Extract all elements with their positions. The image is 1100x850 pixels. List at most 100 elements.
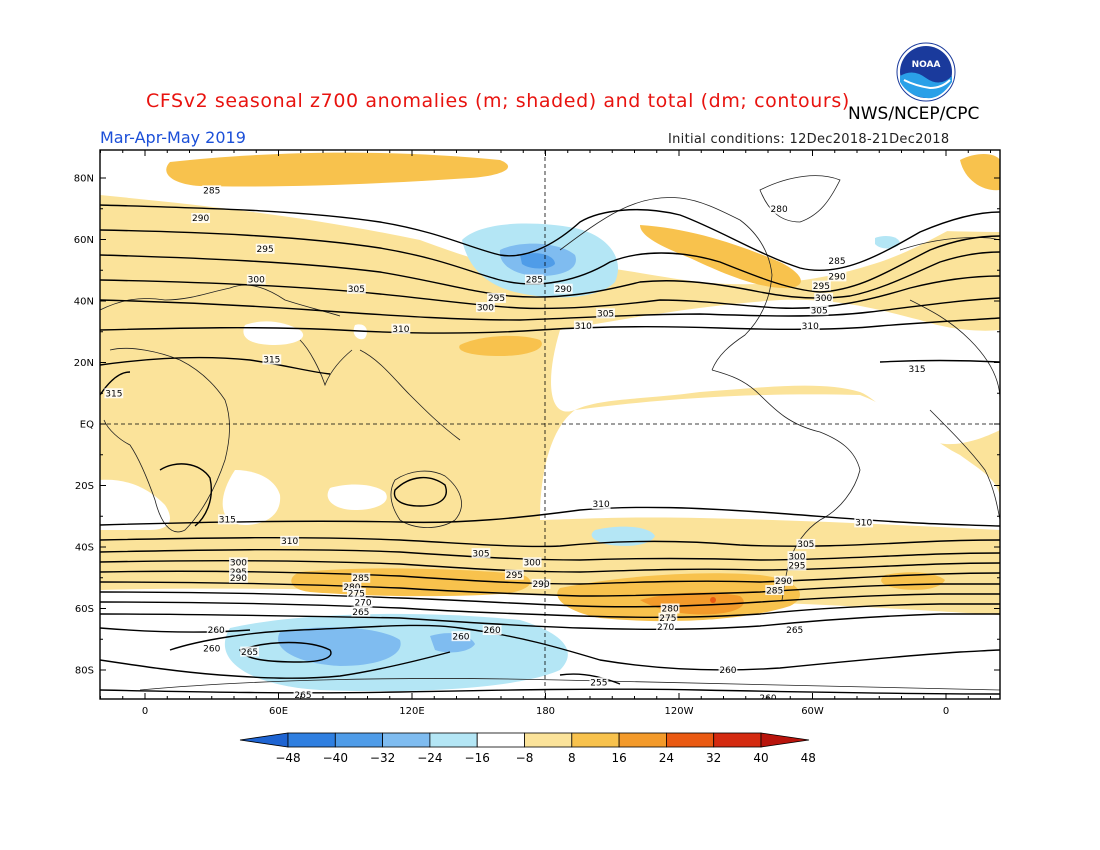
contour-label: 280: [662, 605, 679, 615]
contour-label-bg: [812, 280, 831, 291]
colorbar-tick-label: −24: [417, 751, 442, 765]
longitude-label: 180: [536, 706, 555, 717]
latitude-label: 60N: [74, 235, 94, 246]
contour-label-bg: [769, 203, 789, 214]
contour-label: 285: [828, 257, 845, 267]
latitude-label: 20S: [75, 481, 94, 492]
coastlines: [100, 175, 1000, 691]
contour-label-bg: [800, 320, 820, 331]
colorbar-swatch: [476, 732, 525, 748]
latitude-label: 80S: [75, 666, 94, 677]
latitude-label: EQ: [80, 420, 94, 431]
contour-label-bg: [796, 538, 816, 549]
colorbar-swatch: [524, 732, 573, 748]
latitude-labels: 80N 60N 40N 20N EQ 20S 40S 60S 80S: [74, 174, 94, 677]
colorbar-swatch: [334, 732, 383, 748]
anomaly-negative-regions: [224, 223, 900, 692]
contour-label: 305: [811, 306, 828, 316]
contour-label-bg: [342, 581, 362, 592]
contour-label: 310: [593, 500, 610, 510]
longitude-labels: 0 60E 120E 180 120W 60W 0: [142, 706, 949, 717]
colorbar-tick-label: −8: [516, 751, 534, 765]
contour-label-bg: [774, 575, 793, 586]
contour-label-bg: [351, 572, 371, 583]
contour-label-bg: [907, 363, 927, 374]
contour-label-bg: [246, 274, 266, 285]
colorbar-swatch: [666, 732, 715, 748]
initial-conditions-label: Initial conditions: 12Dec2018-21Dec2018: [668, 132, 950, 147]
contour-label-bg: [758, 692, 778, 699]
contour-label: 285: [203, 187, 220, 197]
chart-title: CFSv2 seasonal z700 anomalies (m; shaded…: [146, 90, 850, 112]
contour-label: 280: [771, 205, 788, 215]
colorbar-tick-label: 16: [611, 751, 626, 765]
contour-label: 265: [352, 608, 369, 618]
contour-label: 305: [797, 540, 814, 550]
contour-label: 310: [855, 519, 872, 529]
axis-ticks: [100, 150, 1000, 699]
contour-label: 295: [506, 571, 523, 581]
contour-label-bg: [451, 631, 471, 642]
colorbar-tick-label: −32: [370, 751, 395, 765]
contour-label: 295: [813, 282, 830, 292]
colorbar-swatch: [618, 732, 667, 748]
colorbar-tick-label: 40: [753, 751, 768, 765]
contour-label-bg: [191, 212, 211, 223]
contour-label-bg: [351, 606, 371, 617]
contour-label-bg: [785, 625, 805, 636]
contour-label-bg: [809, 305, 829, 316]
colorbar-tick-label: −40: [323, 751, 348, 765]
contour-label: 265: [241, 648, 258, 658]
contour-label: 310: [392, 325, 409, 335]
contour-label-bg: [573, 320, 593, 331]
contour-label: 300: [248, 276, 265, 286]
contour-label-bg: [240, 646, 259, 657]
contour-label: 300: [230, 559, 247, 569]
contour-label: 285: [526, 276, 543, 286]
contour-label-bg: [202, 643, 222, 654]
contour-label-bg: [656, 621, 676, 632]
contour-label-bg: [814, 292, 834, 303]
contour-label-bg: [522, 557, 542, 568]
contour-label: 305: [348, 285, 365, 295]
contour-label: 260: [719, 666, 736, 676]
contour-label: 295: [257, 245, 274, 255]
contour-label: 290: [828, 273, 845, 283]
colorbar-tick-label: 8: [568, 751, 576, 765]
contour-label-bg: [854, 517, 874, 528]
contour-label: 310: [575, 322, 592, 332]
contour-label-bg: [660, 603, 680, 614]
colorbar-tick-label: 48: [801, 751, 816, 765]
colorbar-swatch: [571, 732, 620, 748]
contour-label: 285: [352, 574, 369, 584]
colorbar-arrow-left: [239, 732, 289, 748]
contour-label-bg: [280, 535, 300, 546]
season-label: Mar-Apr-May 2019: [100, 128, 246, 147]
contour-label-bg: [206, 625, 226, 636]
contour-label-bg: [531, 578, 551, 589]
contour-label: 265: [294, 691, 311, 701]
contour-label: 270: [657, 623, 674, 633]
contour-label-bg: [827, 271, 847, 282]
contour-label-bg: [787, 551, 807, 562]
contour-label-bg: [504, 569, 524, 580]
contour-label-bg: [346, 588, 366, 599]
contour-label: 300: [477, 303, 494, 313]
contour-labels: 2852902953003053103153152852902953003053…: [104, 185, 927, 701]
contour-label: 300: [815, 294, 832, 304]
contour-label-bg: [471, 548, 491, 559]
noaa-logo-icon: NOAA: [896, 42, 956, 102]
contour-label: 290: [532, 580, 549, 590]
contour-label: 315: [908, 365, 925, 375]
contour-label-bg: [591, 498, 611, 509]
contour-label-bg: [524, 274, 544, 285]
contour-label: 305: [597, 310, 614, 320]
contour-label: 275: [659, 614, 676, 624]
contour-label-bg: [391, 323, 411, 334]
contour-label: 290: [230, 574, 247, 584]
contour-label: 285: [766, 586, 783, 596]
contour-label-bg: [353, 597, 373, 608]
contour-label: 260: [452, 632, 469, 642]
svg-text:NOAA: NOAA: [912, 60, 941, 70]
